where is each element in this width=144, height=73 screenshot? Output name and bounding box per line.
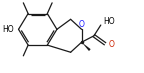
Text: O: O	[79, 20, 85, 29]
Text: O: O	[108, 40, 114, 49]
Text: HO: HO	[2, 25, 14, 34]
Text: HO: HO	[103, 17, 114, 26]
Polygon shape	[82, 42, 91, 51]
